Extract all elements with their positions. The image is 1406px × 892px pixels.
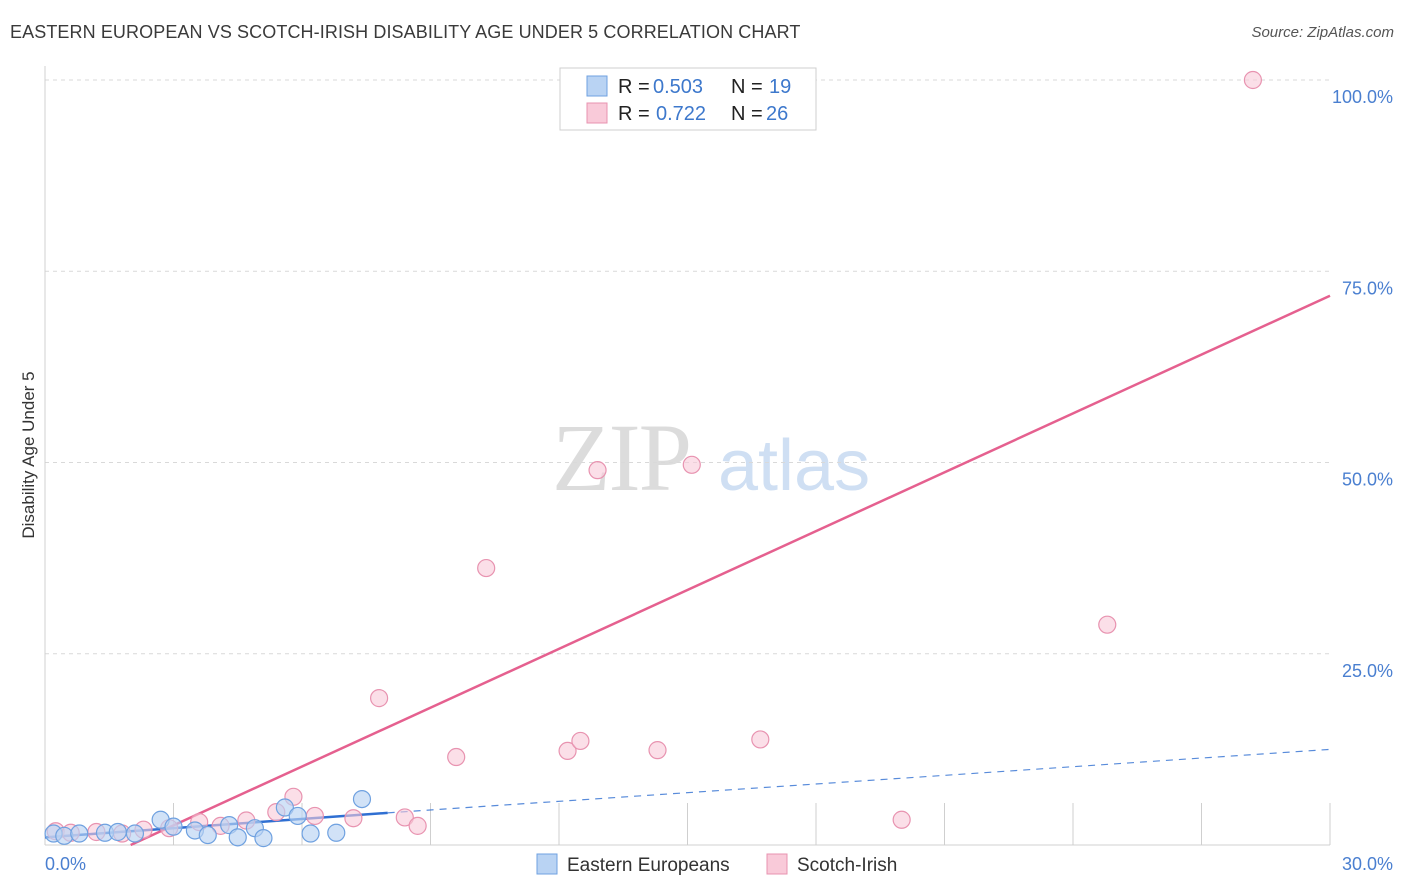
point-eastern-europeans	[352, 789, 372, 809]
grid	[45, 79, 1330, 655]
point-eastern-europeans	[70, 824, 89, 843]
legend-r-label: R =	[618, 103, 650, 125]
point-scotch-irish	[1098, 615, 1117, 634]
point-eastern-europeans	[327, 823, 346, 842]
series-swatch-scotch-irish	[766, 853, 788, 875]
y-axis-title: Disability Age Under 5	[19, 371, 38, 538]
point-scotch-irish	[751, 730, 770, 749]
y-tick-label: 50.0%	[1342, 470, 1393, 490]
legend-r-value: 0.503	[653, 76, 703, 98]
legend-swatch-scotch-irish	[586, 102, 608, 124]
trend-line-eastern-europeans-extended	[387, 748, 1331, 814]
point-scotch-irish	[558, 741, 577, 761]
point-eastern-europeans	[275, 798, 294, 817]
y-tick-label: 100.0%	[1332, 87, 1393, 107]
legend-r-label: R =	[618, 76, 650, 98]
point-eastern-europeans	[164, 817, 183, 836]
legend-n-label: N =	[731, 103, 763, 125]
point-eastern-europeans	[198, 825, 217, 845]
trend-line-scotch-irish	[130, 294, 1331, 847]
legend-n-value: 26	[766, 103, 788, 125]
point-scotch-irish	[588, 461, 607, 480]
point-scotch-irish	[571, 731, 590, 751]
chart-title: EASTERN EUROPEAN VS SCOTCH-IRISH DISABIL…	[10, 22, 801, 42]
point-scotch-irish	[447, 747, 466, 767]
watermark-atlas: atlas	[718, 426, 870, 506]
y-tick-label: 75.0%	[1342, 278, 1393, 298]
point-scotch-irish	[648, 741, 667, 760]
point-scotch-irish	[370, 689, 389, 708]
point-scotch-irish	[408, 816, 427, 835]
data-points	[44, 70, 1263, 848]
y-tick-label: 25.0%	[1342, 661, 1393, 681]
point-eastern-europeans	[228, 828, 247, 847]
series-label-scotch-irish: Scotch-Irish	[797, 855, 897, 876]
series-swatch-eastern-europeans	[536, 853, 558, 875]
series-label-eastern-europeans: Eastern Europeans	[567, 855, 730, 876]
series-legend: Eastern Europeans Scotch-Irish	[536, 853, 897, 876]
trend-lines	[44, 294, 1331, 847]
point-scotch-irish	[344, 809, 363, 828]
watermark: ZIP atlas	[552, 404, 870, 511]
point-scotch-irish	[682, 455, 701, 474]
legend: R = 0.503 N = 19 R = 0.722 N = 26	[559, 67, 817, 131]
point-scotch-irish	[305, 806, 324, 826]
point-scotch-irish	[892, 810, 911, 829]
point-eastern-europeans	[108, 822, 127, 842]
point-scotch-irish	[477, 558, 496, 578]
watermark-zip: ZIP	[552, 404, 690, 511]
point-eastern-europeans	[55, 826, 74, 845]
x-tick-label: 0.0%	[45, 854, 86, 874]
legend-r-value: 0.722	[656, 103, 706, 125]
point-eastern-europeans	[301, 824, 320, 843]
legend-swatch-eastern-europeans	[586, 75, 608, 97]
tick-labels: 25.0% 50.0% 75.0% 100.0% 0.0% 30.0%	[45, 87, 1393, 874]
point-eastern-europeans	[125, 824, 145, 843]
x-tick-label: 30.0%	[1342, 854, 1393, 874]
point-scotch-irish	[1243, 70, 1263, 90]
legend-n-label: N =	[731, 76, 763, 98]
point-eastern-europeans	[254, 829, 273, 848]
source-label: Source: ZipAtlas.com	[1251, 24, 1394, 41]
point-eastern-europeans	[288, 806, 307, 826]
legend-n-value: 19	[769, 76, 791, 98]
point-scotch-irish	[395, 808, 414, 827]
